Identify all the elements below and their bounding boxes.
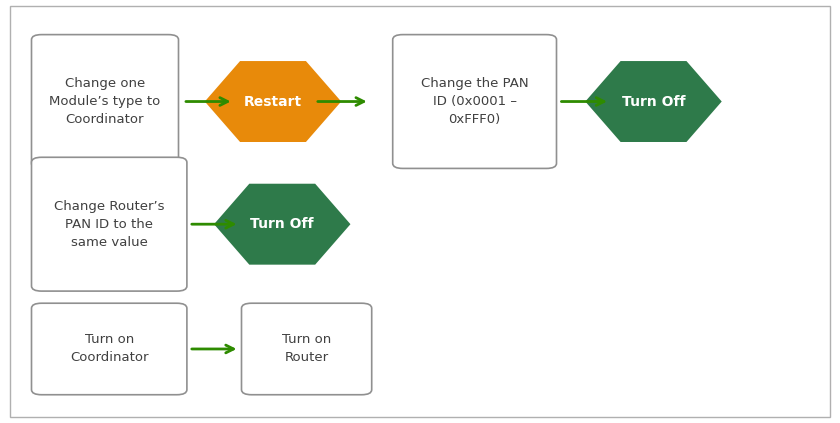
Polygon shape	[585, 61, 722, 142]
FancyBboxPatch shape	[392, 35, 556, 168]
Text: Change Router’s
PAN ID to the
same value: Change Router’s PAN ID to the same value	[54, 200, 165, 249]
Text: Change the PAN
ID (0x0001 –
0xFFF0): Change the PAN ID (0x0001 – 0xFFF0)	[421, 77, 528, 126]
Text: Turn on
Coordinator: Turn on Coordinator	[70, 333, 149, 365]
FancyBboxPatch shape	[32, 157, 187, 291]
FancyBboxPatch shape	[242, 303, 371, 395]
Text: Change one
Module’s type to
Coordinator: Change one Module’s type to Coordinator	[50, 77, 160, 126]
Text: Turn Off: Turn Off	[622, 94, 685, 109]
Text: Turn on
Router: Turn on Router	[282, 333, 331, 365]
Polygon shape	[205, 61, 341, 142]
Text: Restart: Restart	[244, 94, 302, 109]
Text: Turn Off: Turn Off	[250, 217, 314, 231]
FancyBboxPatch shape	[32, 35, 179, 168]
Polygon shape	[214, 184, 350, 265]
FancyBboxPatch shape	[32, 303, 187, 395]
